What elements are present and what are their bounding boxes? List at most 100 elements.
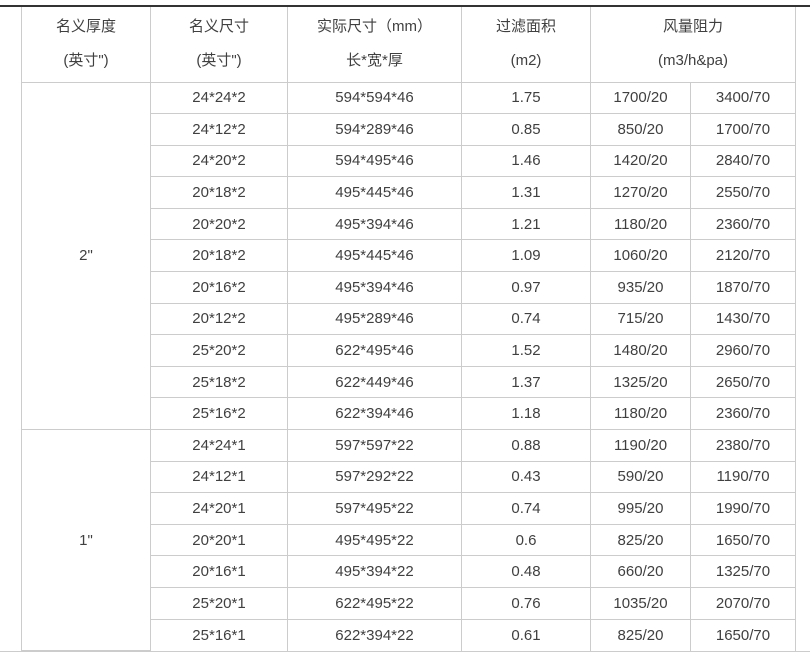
airflow-at-70pa-cell: 2650/70	[690, 365, 796, 399]
actual-size-cell: 622*449*46	[287, 365, 462, 399]
actual-size-cell: 495*445*46	[287, 239, 462, 273]
airflow-at-70pa-cell: 1650/70	[690, 618, 796, 651]
table-row: 20*20*1 495*495*22 0.6 825/20 1650/70	[22, 523, 796, 557]
actual-size-cell: 622*495*22	[287, 587, 462, 620]
table-row: 24*20*2 594*495*46 1.46 1420/20 2840/70	[22, 144, 796, 178]
header-filter-area-line1: 过滤面积	[495, 17, 556, 35]
nominal-size-cell: 25*18*2	[150, 365, 288, 399]
filter-area-cell: 1.75	[461, 81, 591, 115]
bottom-rule	[0, 651, 810, 653]
spec-table-head: 名义厚度 (英寸") 名义尺寸 (英寸") 实际尺寸（mm） 长*宽*厚 过滤面…	[21, 7, 796, 83]
header-nominal-thickness: 名义厚度 (英寸")	[21, 7, 151, 83]
actual-size-cell: 622*495*46	[287, 334, 462, 367]
filter-area-cell: 1.52	[461, 334, 591, 367]
nominal-size-cell: 24*12*2	[150, 113, 288, 146]
thickness-cell: 2"	[21, 81, 151, 431]
airflow-at-20pa-cell: 850/20	[590, 113, 691, 146]
actual-size-cell: 622*394*22	[287, 618, 462, 651]
airflow-at-20pa-cell: 825/20	[590, 618, 691, 651]
filter-area-cell: 0.6	[461, 523, 591, 557]
nominal-size-cell: 24*24*1	[150, 429, 288, 462]
airflow-at-20pa-cell: 935/20	[590, 271, 691, 304]
nominal-size-cell: 20*20*2	[150, 207, 288, 241]
airflow-at-70pa-cell: 2960/70	[690, 334, 796, 367]
airflow-at-70pa-cell: 2360/70	[690, 207, 796, 241]
actual-size-cell: 594*289*46	[287, 113, 462, 146]
filter-area-cell: 1.18	[461, 397, 591, 431]
airflow-at-20pa-cell: 715/20	[590, 302, 691, 336]
header-nominal-size-line2: (英寸")	[196, 51, 242, 69]
actual-size-cell: 495*495*22	[287, 523, 462, 557]
filter-area-cell: 1.31	[461, 176, 591, 209]
airflow-at-20pa-cell: 1035/20	[590, 587, 691, 620]
airflow-at-20pa-cell: 590/20	[590, 460, 691, 494]
header-filter-area-line2: (m2)	[510, 51, 542, 69]
nominal-size-cell: 25*16*1	[150, 618, 288, 651]
airflow-at-20pa-cell: 1480/20	[590, 334, 691, 367]
airflow-at-70pa-cell: 1325/70	[690, 555, 796, 588]
airflow-at-20pa-cell: 995/20	[590, 492, 691, 525]
airflow-at-70pa-cell: 1190/70	[690, 460, 796, 494]
nominal-size-cell: 24*12*1	[150, 460, 288, 494]
table-row: 24*20*1 597*495*22 0.74 995/20 1990/70	[22, 492, 796, 525]
airflow-at-20pa-cell: 1420/20	[590, 144, 691, 178]
top-rule	[0, 5, 810, 7]
filter-area-cell: 1.37	[461, 365, 591, 399]
airflow-at-70pa-cell: 2840/70	[690, 144, 796, 178]
header-nominal-size: 名义尺寸 (英寸")	[150, 7, 288, 83]
airflow-at-70pa-cell: 2360/70	[690, 397, 796, 431]
nominal-size-cell: 25*20*2	[150, 334, 288, 367]
filter-area-cell: 0.76	[461, 587, 591, 620]
nominal-size-cell: 20*16*2	[150, 271, 288, 304]
header-airflow-resistance: 风量阻力 (m3/h&pa)	[590, 7, 796, 83]
table-row: 25*16*1 622*394*22 0.61 825/20 1650/70	[22, 618, 796, 651]
airflow-at-70pa-cell: 3400/70	[690, 81, 796, 115]
filter-area-cell: 0.74	[461, 302, 591, 336]
spec-table: 名义厚度 (英寸") 名义尺寸 (英寸") 实际尺寸（mm） 长*宽*厚 过滤面…	[21, 7, 796, 652]
nominal-size-cell: 20*20*1	[150, 523, 288, 557]
table-row: 24*12*1 597*292*22 0.43 590/20 1190/70	[22, 460, 796, 494]
filter-area-cell: 1.21	[461, 207, 591, 241]
spec-table-body: 2" 24*24*2 594*594*46 1.75 1700/20 3400/70 24*…	[21, 81, 796, 652]
actual-size-cell: 495*394*46	[287, 207, 462, 241]
filter-area-cell: 0.48	[461, 555, 591, 588]
page: 名义厚度 (英寸") 名义尺寸 (英寸") 实际尺寸（mm） 长*宽*厚 过滤面…	[0, 5, 810, 653]
filter-area-cell: 0.74	[461, 492, 591, 525]
airflow-at-70pa-cell: 1650/70	[690, 523, 796, 557]
nominal-size-cell: 24*24*2	[150, 81, 288, 115]
actual-size-cell: 495*289*46	[287, 302, 462, 336]
airflow-at-20pa-cell: 1270/20	[590, 176, 691, 209]
filter-area-cell: 0.88	[461, 429, 591, 462]
nominal-size-cell: 20*16*1	[150, 555, 288, 588]
airflow-at-70pa-cell: 1700/70	[690, 113, 796, 146]
airflow-at-20pa-cell: 1700/20	[590, 81, 691, 115]
nominal-size-cell: 25*16*2	[150, 397, 288, 431]
table-row: 25*20*2 622*495*46 1.52 1480/20 2960/70	[22, 334, 796, 367]
header-filter-area: 过滤面积 (m2)	[461, 7, 591, 83]
header-actual-size-line1: 实际尺寸（mm）	[317, 17, 432, 35]
actual-size-cell: 597*495*22	[287, 492, 462, 525]
airflow-at-20pa-cell: 660/20	[590, 555, 691, 588]
header-nominal-thickness-line2: (英寸")	[63, 51, 109, 69]
header-actual-size-line2: 长*宽*厚	[346, 51, 403, 69]
thickness-cell: 1"	[21, 429, 151, 652]
airflow-at-20pa-cell: 1180/20	[590, 207, 691, 241]
table-row: 2" 24*24*2 594*594*46 1.75 1700/20 3400/70	[21, 81, 796, 431]
nominal-size-cell: 20*12*2	[150, 302, 288, 336]
nominal-size-cell: 20*18*2	[150, 239, 288, 273]
table-row: 25*16*2 622*394*46 1.18 1180/20 2360/70	[22, 397, 796, 431]
table-row: 20*16*1 495*394*22 0.48 660/20 1325/70	[22, 555, 796, 588]
table-row: 1" 24*24*1 597*597*22 0.88 1190/20 2380/70	[21, 429, 796, 652]
filter-area-cell: 0.85	[461, 113, 591, 146]
header-nominal-size-line1: 名义尺寸	[188, 17, 249, 35]
filter-area-cell: 0.97	[461, 271, 591, 304]
actual-size-cell: 597*292*22	[287, 460, 462, 494]
airflow-at-70pa-cell: 2070/70	[690, 587, 796, 620]
actual-size-cell: 495*394*46	[287, 271, 462, 304]
airflow-at-70pa-cell: 2120/70	[690, 239, 796, 273]
airflow-at-20pa-cell: 1190/20	[590, 429, 691, 462]
actual-size-cell: 594*594*46	[287, 81, 462, 115]
actual-size-cell: 594*495*46	[287, 144, 462, 178]
header-row: 名义厚度 (英寸") 名义尺寸 (英寸") 实际尺寸（mm） 长*宽*厚 过滤面…	[21, 7, 796, 83]
header-actual-size: 实际尺寸（mm） 长*宽*厚	[287, 7, 462, 83]
